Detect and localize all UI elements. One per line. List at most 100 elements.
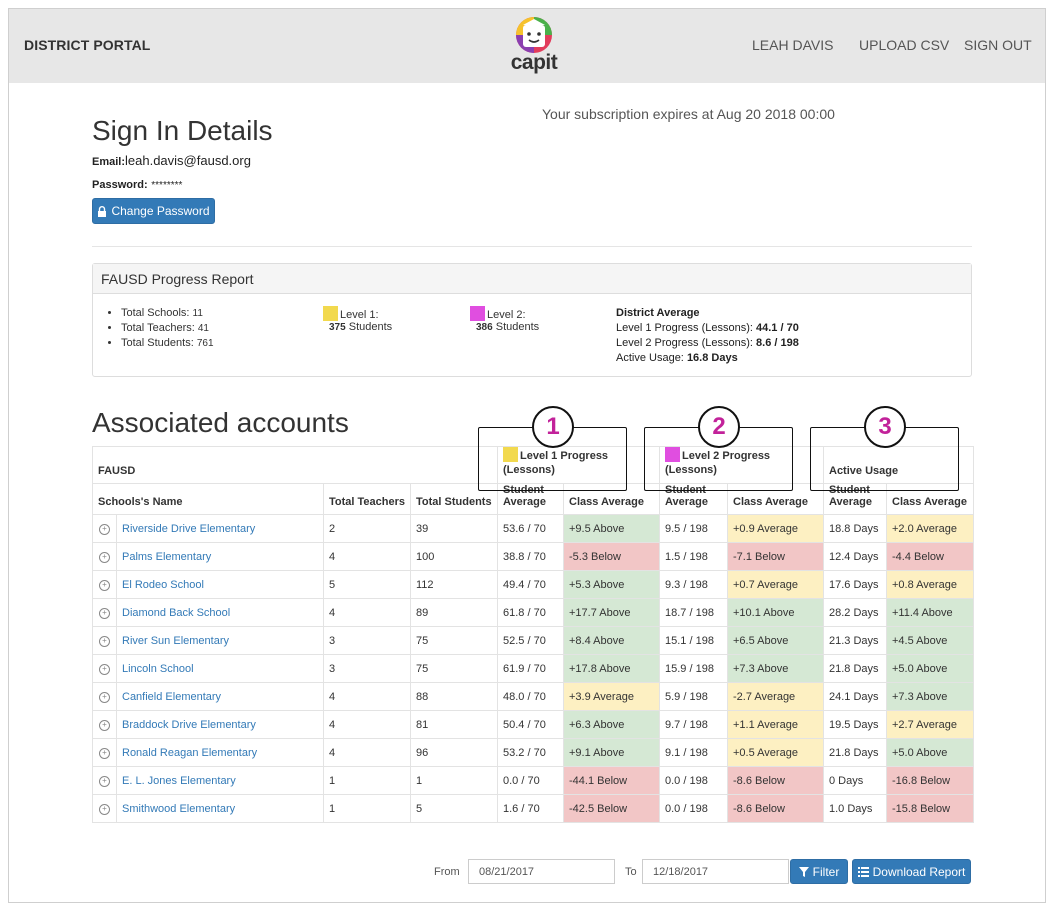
list-icon bbox=[857, 866, 869, 877]
level2-header-swatch bbox=[665, 447, 680, 462]
password-label: Password: bbox=[92, 179, 148, 191]
expand-icon[interactable]: + bbox=[99, 692, 110, 703]
total-teachers-cell: 4 bbox=[323, 542, 411, 571]
school-link[interactable]: Riverside Drive Elementary bbox=[122, 522, 256, 535]
l1-class-average-cell: +6.3 Above bbox=[563, 710, 660, 739]
expand-icon[interactable]: + bbox=[99, 636, 110, 647]
expand-cell: + bbox=[92, 570, 117, 599]
l2-class-average-cell: -8.6 Below bbox=[727, 766, 824, 795]
l2-student-average-cell: 9.5 / 198 bbox=[659, 514, 728, 543]
expand-icon[interactable]: + bbox=[99, 664, 110, 675]
filter-button[interactable]: Filter bbox=[790, 859, 848, 884]
l1-student-average-cell: 1.6 / 70 bbox=[497, 794, 564, 823]
school-name-cell: Lincoln School bbox=[116, 654, 324, 683]
col-total-teachers: Total Teachers bbox=[323, 483, 411, 515]
l1-student-average-cell: 53.2 / 70 bbox=[497, 738, 564, 767]
school-name-cell: Palms Elementary bbox=[116, 542, 324, 571]
l1-student-average-cell: 53.6 / 70 bbox=[497, 514, 564, 543]
l2-class-average-cell: +6.5 Above bbox=[727, 626, 824, 655]
school-name-cell: River Sun Elementary bbox=[116, 626, 324, 655]
usage-student-average-cell: 12.4 Days bbox=[823, 542, 887, 571]
callout-number-3: 3 bbox=[864, 406, 906, 448]
top-navbar: DISTRICT PORTAL capit LEAH DAVIS UPLOAD … bbox=[9, 9, 1045, 83]
capit-logo[interactable]: capit bbox=[504, 15, 564, 77]
email-row: Email:leah.davis@fausd.org bbox=[92, 153, 251, 168]
progress-report-panel: FAUSD Progress Report Total Schools: 11 … bbox=[92, 263, 972, 377]
expand-icon[interactable]: + bbox=[99, 580, 110, 591]
total-teachers-cell: 4 bbox=[323, 598, 411, 627]
school-link[interactable]: El Rodeo School bbox=[122, 578, 204, 591]
total-teachers-cell: 4 bbox=[323, 710, 411, 739]
active-usage-header: Active Usage bbox=[823, 446, 974, 484]
school-link[interactable]: Lincoln School bbox=[122, 662, 194, 675]
expand-cell: + bbox=[92, 682, 117, 711]
school-link[interactable]: Ronald Reagan Elementary bbox=[122, 746, 258, 759]
school-link[interactable]: E. L. Jones Elementary bbox=[122, 774, 236, 787]
usage-student-average-cell: 0 Days bbox=[823, 766, 887, 795]
group-label: FAUSD bbox=[92, 446, 498, 484]
school-link[interactable]: Diamond Back School bbox=[122, 606, 231, 619]
expand-icon[interactable]: + bbox=[99, 524, 110, 535]
brand-label[interactable]: DISTRICT PORTAL bbox=[24, 37, 151, 53]
total-students-cell: 81 bbox=[410, 710, 498, 739]
schools-table: FAUSD Level 1 Progress (Lessons) Level 2… bbox=[92, 446, 974, 823]
from-date-input[interactable] bbox=[468, 859, 615, 884]
col-total-students: Total Students bbox=[410, 483, 498, 515]
usage-student-average-cell: 17.6 Days bbox=[823, 570, 887, 599]
level2-swatch bbox=[470, 306, 485, 321]
nav-user[interactable]: LEAH DAVIS bbox=[752, 37, 834, 53]
expand-icon[interactable]: + bbox=[99, 748, 110, 759]
l2-class-average-cell: +10.1 Above bbox=[727, 598, 824, 627]
school-name-cell: Diamond Back School bbox=[116, 598, 324, 627]
usage-student-average-cell: 19.5 Days bbox=[823, 710, 887, 739]
usage-class-average-cell: +2.0 Average bbox=[886, 514, 974, 543]
expand-cell: + bbox=[92, 626, 117, 655]
l1-class-average-cell: +9.5 Above bbox=[563, 514, 660, 543]
total-teachers-cell: 3 bbox=[323, 654, 411, 683]
l1-class-average-cell: -44.1 Below bbox=[563, 766, 660, 795]
school-link[interactable]: Smithwood Elementary bbox=[122, 802, 236, 815]
col-l1-student-average: Student Average bbox=[497, 483, 564, 515]
col-l2-class-average: Class Average bbox=[727, 483, 824, 515]
change-password-button[interactable]: Change Password bbox=[92, 198, 215, 224]
l1-class-average-cell: +5.3 Above bbox=[563, 570, 660, 599]
expand-icon[interactable]: + bbox=[99, 804, 110, 815]
l1-class-average-cell: +9.1 Above bbox=[563, 738, 660, 767]
l1-class-average-cell: -42.5 Below bbox=[563, 794, 660, 823]
total-students: Total Students: 761 bbox=[121, 336, 214, 351]
l1-student-average-cell: 50.4 / 70 bbox=[497, 710, 564, 739]
l2-class-average-cell: +0.9 Average bbox=[727, 514, 824, 543]
l1-student-average-cell: 48.0 / 70 bbox=[497, 682, 564, 711]
expand-icon[interactable]: + bbox=[99, 552, 110, 563]
col-l1-class-average: Class Average bbox=[563, 483, 660, 515]
to-date-input[interactable] bbox=[642, 859, 789, 884]
total-students-cell: 89 bbox=[410, 598, 498, 627]
expand-icon[interactable]: + bbox=[99, 608, 110, 619]
usage-student-average-cell: 21.8 Days bbox=[823, 654, 887, 683]
download-report-button[interactable]: Download Report bbox=[852, 859, 971, 884]
school-link[interactable]: River Sun Elementary bbox=[122, 634, 229, 647]
nav-upload-csv[interactable]: UPLOAD CSV bbox=[859, 37, 950, 53]
l1-class-average-cell: +3.9 Average bbox=[563, 682, 660, 711]
school-name-cell: Canfield Elementary bbox=[116, 682, 324, 711]
district-average-title: District Average bbox=[616, 307, 700, 319]
column-header-row: Schools's Name Total Teachers Total Stud… bbox=[92, 483, 974, 515]
school-link[interactable]: Palms Elementary bbox=[122, 550, 212, 563]
school-link[interactable]: Braddock Drive Elementary bbox=[122, 718, 256, 731]
nav-sign-out[interactable]: SIGN OUT bbox=[964, 37, 1032, 53]
usage-student-average-cell: 28.2 Days bbox=[823, 598, 887, 627]
usage-class-average-cell: +7.3 Above bbox=[886, 682, 974, 711]
school-link[interactable]: Canfield Elementary bbox=[122, 690, 222, 703]
expand-cell: + bbox=[92, 654, 117, 683]
expand-icon[interactable]: + bbox=[99, 776, 110, 787]
l2-class-average-cell: -2.7 Average bbox=[727, 682, 824, 711]
table-row: + Canfield Elementary 4 88 48.0 / 70 +3.9 Ave… bbox=[92, 682, 974, 711]
total-schools: Total Schools: 11 bbox=[121, 306, 214, 321]
school-name-cell: El Rodeo School bbox=[116, 570, 324, 599]
l1-student-average-cell: 49.4 / 70 bbox=[497, 570, 564, 599]
expand-cell: + bbox=[92, 794, 117, 823]
filter-icon bbox=[798, 866, 809, 877]
usage-student-average-cell: 18.8 Days bbox=[823, 514, 887, 543]
expand-icon[interactable]: + bbox=[99, 720, 110, 731]
divider bbox=[92, 246, 972, 247]
